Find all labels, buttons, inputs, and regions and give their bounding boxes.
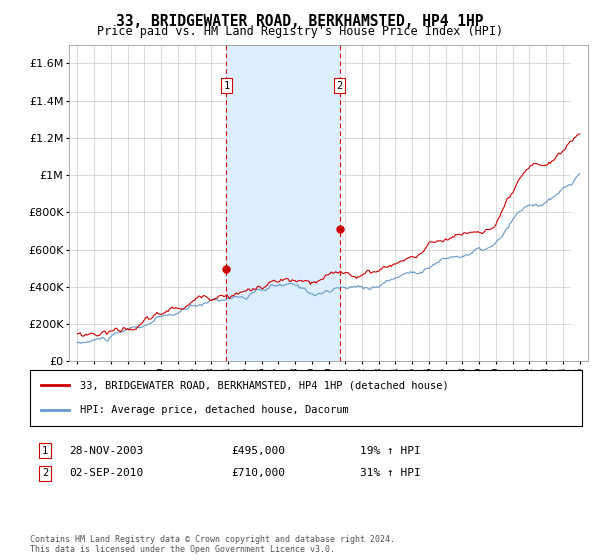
Text: Price paid vs. HM Land Registry's House Price Index (HPI): Price paid vs. HM Land Registry's House …: [97, 25, 503, 38]
Text: 1: 1: [223, 81, 229, 91]
Text: 19% ↑ HPI: 19% ↑ HPI: [360, 446, 421, 456]
Text: £495,000: £495,000: [231, 446, 285, 456]
Text: HPI: Average price, detached house, Dacorum: HPI: Average price, detached house, Daco…: [80, 405, 349, 415]
Text: 2: 2: [42, 468, 48, 478]
Text: 33, BRIDGEWATER ROAD, BERKHAMSTED, HP4 1HP (detached house): 33, BRIDGEWATER ROAD, BERKHAMSTED, HP4 1…: [80, 380, 448, 390]
Bar: [226, 45, 340, 361]
Bar: [571, 45, 588, 361]
Text: 1: 1: [42, 446, 48, 456]
Text: £710,000: £710,000: [231, 468, 285, 478]
Text: 31% ↑ HPI: 31% ↑ HPI: [360, 468, 421, 478]
Text: 02-SEP-2010: 02-SEP-2010: [69, 468, 143, 478]
Text: Contains HM Land Registry data © Crown copyright and database right 2024.
This d: Contains HM Land Registry data © Crown c…: [30, 535, 395, 554]
Text: 33, BRIDGEWATER ROAD, BERKHAMSTED, HP4 1HP: 33, BRIDGEWATER ROAD, BERKHAMSTED, HP4 1…: [116, 14, 484, 29]
Text: 28-NOV-2003: 28-NOV-2003: [69, 446, 143, 456]
Text: 2: 2: [337, 81, 343, 91]
